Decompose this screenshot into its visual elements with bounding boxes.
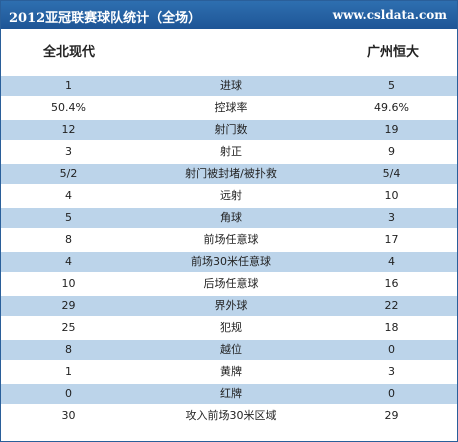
stat-row: 29 界外球 22 (1, 296, 457, 318)
stat-label: 犯规 (220, 321, 242, 334)
away-value: 22 (384, 299, 399, 312)
stat-row: 50.4% 控球率 49.6% (1, 98, 457, 120)
stat-row: 25 犯规 18 (1, 318, 457, 340)
away-value: 4 (388, 255, 395, 268)
stat-row: 1 进球 5 (1, 76, 457, 98)
home-value: 4 (65, 189, 72, 202)
away-value: 0 (388, 387, 395, 400)
stat-row: 0 红牌 0 (1, 384, 457, 406)
stat-label: 射正 (220, 145, 242, 158)
home-value: 8 (65, 233, 72, 246)
home-value: 5 (65, 211, 72, 224)
away-value: 3 (388, 211, 395, 224)
team-header: 全北现代 广州恒大 (1, 29, 457, 76)
home-value: 12 (61, 123, 76, 136)
home-value: 29 (61, 299, 76, 312)
away-value: 16 (384, 277, 399, 290)
home-value: 5/2 (59, 167, 78, 180)
panel-title: 2012亚冠联赛球队统计（全场） (9, 11, 202, 26)
stat-row: 12 射门数 19 (1, 120, 457, 142)
home-value: 25 (61, 321, 76, 334)
stat-label: 进球 (220, 79, 242, 92)
home-value: 1 (65, 365, 72, 378)
site-link[interactable]: www.csldata.com (332, 8, 447, 22)
stat-label: 射门数 (214, 123, 248, 136)
away-value: 3 (388, 365, 395, 378)
stat-row: 8 前场任意球 17 (1, 230, 457, 252)
away-value: 17 (384, 233, 399, 246)
stat-label: 攻入前场30米区域 (185, 409, 277, 422)
stat-label: 射门被封堵/被扑救 (185, 167, 277, 180)
away-value: 49.6% (374, 101, 409, 114)
stat-label: 后场任意球 (203, 277, 259, 290)
stat-label: 红牌 (220, 387, 242, 400)
away-value: 10 (384, 189, 399, 202)
stat-label: 控球率 (214, 101, 248, 114)
stat-row: 10 后场任意球 16 (1, 274, 457, 296)
away-value: 19 (384, 123, 399, 136)
title-bar: 2012亚冠联赛球队统计（全场） www.csldata.com (1, 1, 457, 29)
stat-label: 界外球 (214, 299, 248, 312)
home-value: 8 (65, 343, 72, 356)
home-value: 3 (65, 145, 72, 158)
stats-table: 1 进球 5 50.4% 控球率 49.6% 12 射门数 19 3 射正 9 5/2 射门被封堵/被扑救… (1, 76, 457, 428)
home-value: 30 (61, 409, 76, 422)
stat-row: 5/2 射门被封堵/被扑救 5/4 (1, 164, 457, 186)
home-value: 10 (61, 277, 76, 290)
away-team-name: 广州恒大 (367, 45, 420, 60)
home-value: 50.4% (51, 101, 86, 114)
stat-row: 4 远射 10 (1, 186, 457, 208)
stat-label: 越位 (220, 343, 242, 356)
away-value: 5/4 (382, 167, 401, 180)
stat-row: 4 前场30米任意球 4 (1, 252, 457, 274)
stat-row: 5 角球 3 (1, 208, 457, 230)
stat-row: 1 黄牌 3 (1, 362, 457, 384)
stat-row: 3 射正 9 (1, 142, 457, 164)
stat-label: 黄牌 (220, 365, 242, 378)
stat-row: 8 越位 0 (1, 340, 457, 362)
home-value: 0 (65, 387, 72, 400)
stat-label: 前场30米任意球 (191, 255, 271, 268)
stat-row: 30 攻入前场30米区域 29 (1, 406, 457, 428)
home-value: 4 (65, 255, 72, 268)
home-team-name: 全北现代 (43, 45, 96, 60)
home-value: 1 (65, 79, 72, 92)
stat-label: 远射 (220, 189, 242, 202)
stat-label: 角球 (220, 211, 242, 224)
away-value: 18 (384, 321, 399, 334)
away-value: 5 (388, 79, 395, 92)
away-value: 29 (384, 409, 399, 422)
away-value: 9 (388, 145, 395, 158)
stat-label: 前场任意球 (203, 233, 259, 246)
away-value: 0 (388, 343, 395, 356)
